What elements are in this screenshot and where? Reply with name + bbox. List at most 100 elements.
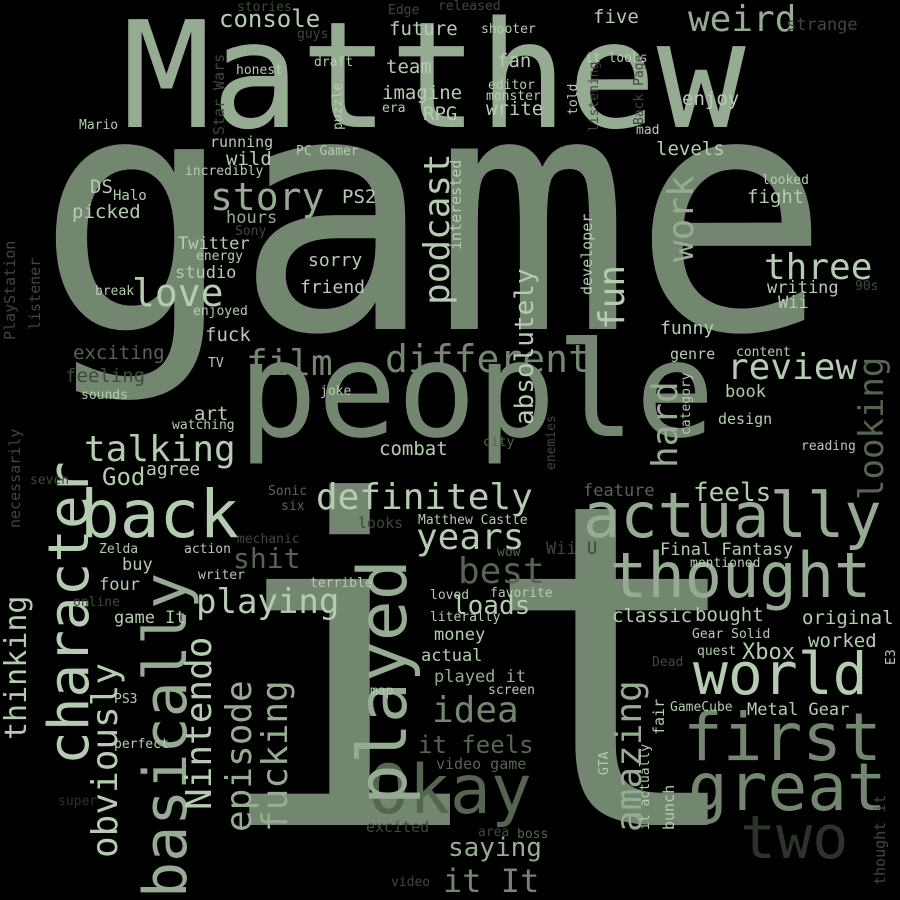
word-first: first	[683, 699, 882, 776]
word-era: era	[382, 101, 406, 116]
word-area: area	[478, 825, 510, 840]
word-played-it: played it	[434, 667, 527, 687]
word-gamecube: GameCube	[670, 700, 733, 715]
word-thinking: thinking	[0, 595, 34, 741]
word-great: great	[688, 749, 887, 826]
word-content: content	[736, 345, 791, 360]
word-game-it: game It	[114, 608, 186, 628]
word-definitely: definitely	[316, 477, 533, 518]
word-it-looks: it looks	[585, 51, 648, 66]
word-action: action	[184, 542, 231, 557]
word-told: told	[566, 83, 581, 115]
word-wii: Wii	[778, 293, 809, 313]
word-strange: strange	[786, 15, 858, 35]
word-literally: literally	[430, 610, 501, 625]
word-screen: screen	[488, 683, 535, 698]
word-levels: levels	[656, 138, 725, 160]
word-it-feels: it feels	[418, 731, 534, 759]
word-metal-gear: Metal Gear	[747, 700, 850, 720]
word-thought-it: thought it	[871, 794, 889, 885]
word-enjoy: enjoy	[682, 88, 740, 110]
word-video-game: video game	[436, 755, 527, 773]
word-game: game	[36, 23, 831, 407]
word-it-it: it It	[443, 862, 540, 900]
word-absolutely: absolutely	[510, 268, 540, 425]
word-nintendo: Nintendo	[179, 636, 220, 810]
word-fucking: fucking	[255, 680, 296, 832]
word-writing: writing	[767, 278, 839, 298]
word-world: world	[693, 640, 868, 708]
word-wii-u: Wii U	[546, 539, 598, 559]
word-matthew-castle: Matthew Castle	[418, 513, 528, 528]
word-excited: excited	[366, 818, 430, 836]
word-actual: actual	[421, 646, 483, 666]
word-fuck: fuck	[205, 324, 251, 346]
word-actually: actually	[583, 479, 882, 552]
word-90s: 90s	[855, 279, 879, 294]
word-saying: saying	[448, 833, 542, 863]
word-mentioned: mentioned	[690, 556, 761, 571]
word-it-actually: it actually	[638, 743, 653, 830]
word-seven: seven	[30, 473, 70, 488]
word-stories: stories	[237, 0, 292, 15]
word-three: three	[764, 247, 873, 288]
word-talking: talking	[84, 429, 236, 470]
word-genre: genre	[670, 345, 716, 363]
word-years: years	[416, 517, 525, 558]
word-review: review	[727, 347, 858, 388]
word-reading: reading	[801, 439, 856, 454]
word-writer: writer	[198, 568, 245, 583]
word-work: work	[661, 175, 702, 262]
word-playing: playing	[196, 582, 340, 622]
word-feels: feels	[693, 478, 772, 508]
word-loved: loved	[430, 588, 470, 603]
word-quest: quest	[697, 644, 737, 659]
word-feeling: feeling	[65, 365, 146, 387]
word-online: online	[73, 595, 120, 610]
word-idea: idea	[432, 690, 519, 731]
word-design: design	[718, 410, 773, 428]
word-bought: bought	[695, 604, 764, 626]
word-puzzle: puzzle	[331, 83, 346, 130]
word-wow: wow	[497, 545, 521, 560]
word-perfect: perfect	[114, 737, 169, 752]
word-star-wars: Star Wars	[210, 53, 228, 135]
word-city: city	[483, 435, 515, 450]
word-four: four	[99, 575, 140, 595]
word-back-page: Back Page	[632, 54, 647, 125]
word-six: six	[281, 499, 305, 514]
word-developer: developer	[578, 213, 596, 295]
word-film: film	[246, 343, 333, 384]
word-shit: shit	[233, 542, 301, 575]
word-classic: classic	[612, 605, 693, 627]
word-released: released	[438, 0, 501, 14]
word-super: super	[58, 794, 98, 809]
word-book: book	[725, 382, 766, 402]
word-watching: watching	[172, 418, 235, 433]
word-combat: combat	[379, 438, 448, 460]
word-sonic: Sonic	[268, 484, 308, 499]
word-hours: hours	[226, 208, 278, 228]
word-monster: monster	[486, 89, 541, 104]
word-break: break	[95, 284, 135, 299]
word-mario: Mario	[79, 118, 119, 133]
word-exciting: exciting	[73, 342, 165, 364]
word-okay: Okay	[368, 751, 532, 830]
word-e3: E3	[884, 649, 899, 665]
word-console: console	[219, 5, 321, 33]
word-friend: friend	[300, 277, 366, 298]
word-studio: studio	[175, 263, 237, 283]
word-listening: listening	[587, 61, 602, 132]
word-map: map	[370, 684, 394, 699]
word-shooter: shooter	[481, 22, 536, 37]
word-enjoyed: enjoyed	[193, 304, 248, 319]
word-agree: agree	[146, 459, 201, 480]
word-ds: DS	[90, 176, 113, 198]
word-imagine: imagine	[382, 82, 463, 104]
word-running: running	[210, 133, 274, 151]
word-terrible: terrible	[310, 576, 373, 591]
word-guys: guys	[297, 27, 329, 42]
word-god: God	[102, 463, 146, 491]
word-money: money	[434, 625, 486, 645]
word-bunch: bunch	[660, 784, 678, 830]
